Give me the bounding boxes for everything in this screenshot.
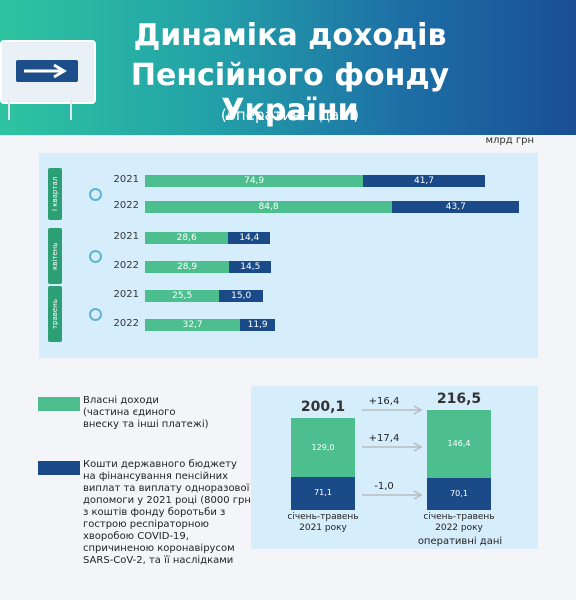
bar-own: 84,8 <box>145 201 393 213</box>
legend-budget-line: з коштів фонду боротьби з <box>83 507 226 518</box>
change-label: -1,0 <box>374 481 394 492</box>
bar-year-label: 2022 <box>113 318 139 329</box>
legend-text-own: Власні доходи (частина єдиного внеску та і… <box>83 395 209 431</box>
sign-board <box>0 40 96 104</box>
bar-own: 74,9 <box>145 175 364 187</box>
column-category-line: січень-травень <box>423 512 495 522</box>
legend-budget-line: допомоги у 2021 році (8000 грн) <box>83 495 255 506</box>
legend-budget-line: на фінансування пенсійних <box>83 471 229 482</box>
bar-budget: 41,7 <box>363 175 485 187</box>
change-arrow-icon <box>362 490 423 500</box>
bar-year-label: 2021 <box>113 289 139 300</box>
column-category-line: 2021 року <box>299 523 347 533</box>
bar-year-label: 2021 <box>113 231 139 242</box>
column-own: 146,4 <box>427 410 491 478</box>
column-total-label: 200,1 <box>300 398 346 415</box>
bar-own: 32,7 <box>145 319 241 331</box>
legend-text-budget: Кошти державного бюджету на фінансування … <box>83 459 255 567</box>
bar-year-label: 2022 <box>113 260 139 271</box>
column-category-line: 2022 року <box>435 523 483 533</box>
bar-budget: 14,4 <box>228 232 271 244</box>
legend-budget-line: спричиненою коронавірусом <box>83 543 235 554</box>
bar-own: 25,5 <box>145 290 220 302</box>
page-title-line1: Динаміка доходів <box>133 18 447 53</box>
bar-budget: 15,0 <box>219 290 263 302</box>
legend-budget-line: гострою респіраторною <box>83 519 209 530</box>
column-budget: 70,1 <box>427 477 491 510</box>
legend-budget-line: SARS-CoV-2, та її наслідками <box>83 555 234 566</box>
column-total-label: 216,5 <box>436 391 482 407</box>
bar-budget: 43,7 <box>392 201 520 213</box>
bar-year-label: 2021 <box>113 174 139 185</box>
column-category-label: січень-травень 2022 року <box>409 512 509 534</box>
column-category-label: січень-травень 2021 року <box>273 512 373 534</box>
change-arrow-icon <box>362 442 423 452</box>
horizontal-bar-chart-panel <box>39 153 538 358</box>
page-subtitle: (оперативні дані) <box>220 106 360 124</box>
bar-own: 28,6 <box>145 232 229 244</box>
legend-budget-line: Кошти державного бюджету <box>83 459 237 470</box>
group-marker-icon <box>89 308 102 321</box>
header-banner: Динаміка доходів Пенсійного фонду Україн… <box>0 0 576 135</box>
change-label: +17,4 <box>368 433 400 444</box>
bar-budget: 11,9 <box>240 319 275 331</box>
legend-budget-line: хворобою COVID-19, <box>83 531 189 542</box>
page-title-line2: Пенсійного фонду України <box>130 58 450 128</box>
sign-leg-left <box>8 100 10 120</box>
group-marker-icon <box>89 250 102 263</box>
bar-budget: 14,5 <box>229 261 272 273</box>
unit-label: млрд грн <box>485 135 534 146</box>
column-own: 129,0 <box>291 417 355 478</box>
legend-swatch-budget <box>38 461 80 475</box>
change-label: +16,4 <box>368 396 400 407</box>
legend-swatch-own <box>38 397 80 411</box>
group-marker-icon <box>89 188 102 201</box>
arrow-right-icon <box>16 60 78 82</box>
column-category-line: січень-травень <box>287 512 359 522</box>
legend-own-line: (частина єдиного <box>83 407 176 418</box>
bar-year-label: 2022 <box>113 200 139 211</box>
note-operational: оперативні дані <box>417 536 503 547</box>
sign-leg-right <box>70 100 72 120</box>
legend-budget-line: виплат та виплату одноразової <box>83 483 250 494</box>
bar-own: 28,9 <box>145 261 230 273</box>
legend-own-line: внеску та інші платежі) <box>83 419 209 430</box>
legend-own-line: Власні доходи <box>83 395 159 406</box>
column-budget: 71,1 <box>291 477 355 510</box>
change-arrow-icon <box>362 405 423 415</box>
